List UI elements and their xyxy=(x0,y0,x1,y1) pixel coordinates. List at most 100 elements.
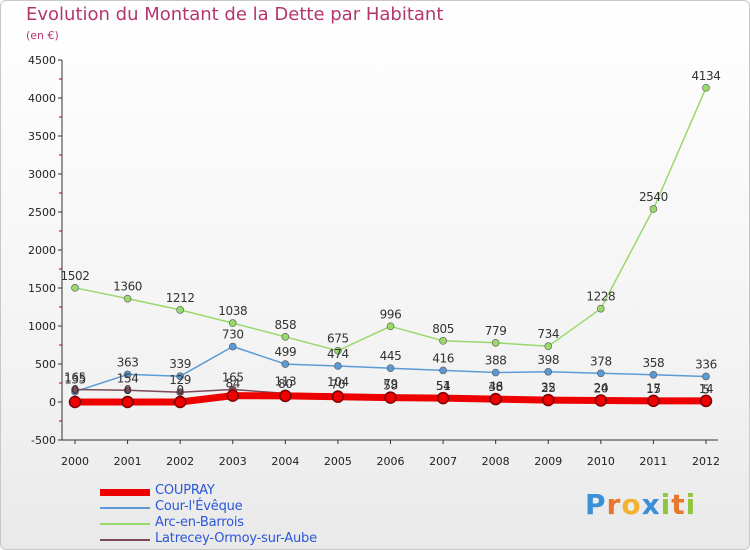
data-label: 779 xyxy=(485,324,507,338)
data-labels: 0 0 0 84 80 70 58 51 38 25 20 15 14 165 154 129 165 113 10… xyxy=(61,69,721,397)
data-label: 675 xyxy=(327,332,349,346)
legend-swatch xyxy=(100,539,150,541)
data-point xyxy=(491,338,500,347)
data-label: 339 xyxy=(169,357,191,371)
data-label: 2540 xyxy=(639,190,668,204)
data-label: 1212 xyxy=(166,291,195,305)
data-label: 84 xyxy=(226,377,240,391)
x-tick-label: 2007 xyxy=(429,455,457,468)
data-label: 25 xyxy=(541,381,555,395)
data-point xyxy=(68,395,82,409)
data-point xyxy=(649,205,658,213)
data-label: 378 xyxy=(590,354,612,368)
logo-letter: i xyxy=(660,488,672,521)
data-point xyxy=(702,372,710,381)
y-tick-label: 500 xyxy=(35,358,56,371)
data-label: 5 xyxy=(702,383,709,397)
data-label: 46 xyxy=(488,380,502,394)
data-point xyxy=(386,322,395,331)
legend-label: COUPRAY xyxy=(155,483,215,498)
legend-label: Arc-en-Barrois xyxy=(155,515,244,530)
data-point xyxy=(121,395,134,409)
data-point xyxy=(71,284,79,292)
data-label: 398 xyxy=(537,353,559,367)
data-label: 58 xyxy=(383,379,397,393)
y-tick-label: 1500 xyxy=(28,282,56,295)
series-points xyxy=(68,84,713,409)
data-label: 14 xyxy=(699,382,713,396)
data-label: 1502 xyxy=(61,269,90,283)
x-tick-label: 2002 xyxy=(166,455,194,468)
x-tick-label: 2012 xyxy=(692,455,720,468)
data-point xyxy=(279,389,292,403)
data-label: 104 xyxy=(327,375,349,389)
data-point xyxy=(699,394,713,408)
data-point xyxy=(544,342,553,351)
data-point xyxy=(226,389,239,402)
data-point xyxy=(281,360,290,368)
x-tick-label: 2000 xyxy=(61,455,89,468)
data-point xyxy=(228,342,237,351)
y-tick-label: 3000 xyxy=(28,168,56,181)
data-point xyxy=(544,367,553,376)
data-label: 388 xyxy=(485,354,507,368)
x-tick-label: 2011 xyxy=(639,455,667,468)
data-label: 336 xyxy=(695,357,717,371)
chart-title: Evolution du Montant de la Dette par Hab… xyxy=(26,4,444,25)
chart-subtitle: (en €) xyxy=(26,29,59,42)
data-label: 80 xyxy=(278,377,292,391)
data-point xyxy=(439,366,447,375)
data-label: 24 xyxy=(594,381,608,395)
data-label: 474 xyxy=(327,347,349,361)
data-point xyxy=(594,394,608,407)
logo-letter: o xyxy=(621,488,642,521)
data-label: 70 xyxy=(331,378,345,392)
x-tick-label: 2009 xyxy=(534,455,562,468)
logo-letter: x xyxy=(641,488,661,521)
data-point xyxy=(71,385,79,394)
data-label: 0 xyxy=(124,383,131,397)
proxiti-logo: Proxiti xyxy=(585,488,696,521)
data-label: 730 xyxy=(222,328,244,342)
data-point xyxy=(176,388,184,396)
data-label: 32 xyxy=(541,381,555,395)
y-tick-label: 2500 xyxy=(28,206,56,219)
x-tick-label: 2010 xyxy=(587,455,615,468)
x-tick-label: 2001 xyxy=(114,455,142,468)
data-label: 79 xyxy=(383,377,397,391)
data-label: 165 xyxy=(222,370,244,384)
data-point xyxy=(439,337,447,345)
y-tick-label: 2000 xyxy=(28,244,56,257)
data-point xyxy=(173,395,187,409)
data-point xyxy=(436,391,450,405)
data-label: 4134 xyxy=(692,69,721,83)
data-label: 805 xyxy=(432,322,454,336)
data-label: 734 xyxy=(537,327,559,341)
data-point xyxy=(176,306,184,314)
logo-letter: t xyxy=(671,488,686,521)
data-label: 38 xyxy=(488,380,502,394)
y-tick-label: 3500 xyxy=(28,130,56,143)
x-tick-label: 2003 xyxy=(219,455,247,468)
data-point xyxy=(647,394,660,408)
logo-letter: r xyxy=(606,488,622,521)
data-point xyxy=(597,304,605,313)
legend-label: Latrecey-Ormoy-sur-Aube xyxy=(155,531,317,546)
data-point xyxy=(491,368,500,377)
data-point xyxy=(597,369,605,378)
legend-label: Cour-l'Évêque xyxy=(155,499,243,514)
data-label: 416 xyxy=(432,351,454,365)
y-tick-label: -500 xyxy=(31,434,56,447)
logo-letter: P xyxy=(585,488,607,521)
data-point xyxy=(123,386,132,395)
data-point xyxy=(489,392,502,406)
legend-swatch xyxy=(100,523,150,525)
data-label: 113 xyxy=(274,374,296,388)
data-point xyxy=(123,294,132,303)
data-point xyxy=(331,390,345,403)
data-label: 0 xyxy=(177,383,184,397)
data-point xyxy=(281,332,290,341)
data-label: 1228 xyxy=(586,290,615,304)
data-label: 54 xyxy=(436,379,450,393)
